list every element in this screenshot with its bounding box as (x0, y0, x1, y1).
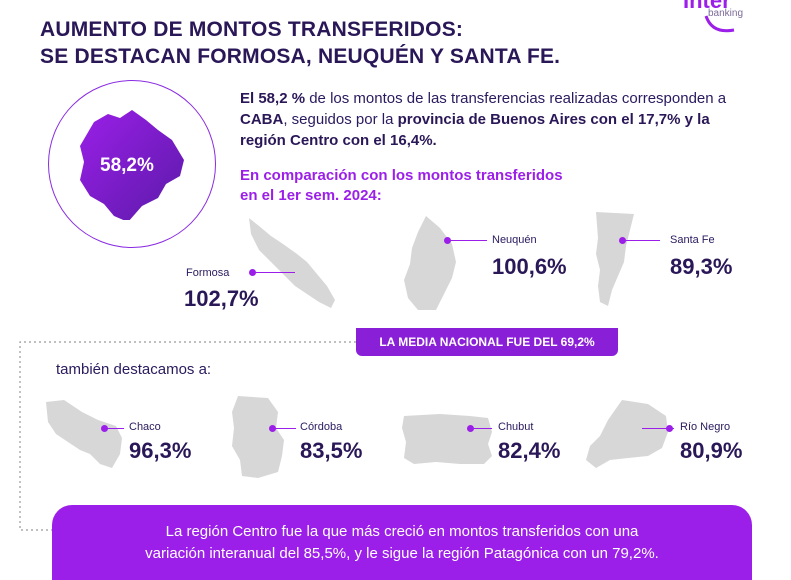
lead-text-1: de los montos de las transferencias real… (305, 90, 727, 107)
also-label: también destacamos a: (56, 361, 212, 378)
footer-banner: La región Centro fue la que más creció e… (52, 505, 752, 580)
footer-text: La región Centro fue la que más creció e… (72, 521, 732, 565)
neuquen-map-icon (404, 216, 456, 310)
national-average-text: LA MEDIA NACIONAL FUE DEL 69,2% (379, 335, 595, 349)
chubut-leader-line (470, 428, 492, 430)
title-line-2: SE DESTACAN FORMOSA, NEUQUÉN Y SANTA FE. (40, 45, 561, 68)
santa-fe-map-icon (596, 212, 634, 306)
neuquen-leader-line (447, 240, 487, 242)
comparison-line-1: En comparación con los montos transferid… (240, 167, 563, 184)
formosa-value: 102,7% (184, 286, 259, 311)
rio-negro-value: 80,9% (680, 438, 743, 463)
formosa-map-icon (249, 218, 335, 308)
logo: Inter banking (678, 0, 788, 36)
chubut-value: 82,4% (498, 438, 561, 463)
national-average-badge: LA MEDIA NACIONAL FUE DEL 69,2% (356, 328, 618, 356)
footer-line-2: variación interanual del 85,5%, y le sig… (145, 545, 659, 562)
lead-text-2: , seguidos por la (283, 111, 398, 128)
chubut-dot (467, 425, 474, 432)
chubut-map-icon (402, 414, 492, 464)
chaco-value: 96,3% (129, 438, 192, 463)
logo-sub: banking (708, 8, 744, 19)
formosa-dot (249, 269, 256, 276)
cordoba-map-icon (232, 396, 284, 478)
caba-value: 58,2% (100, 155, 154, 176)
lead-highlight-3: provincia de Buenos Aires con el 17,7% y… (240, 111, 710, 149)
logo-name: Inter (683, 0, 731, 13)
chaco-leader-line (104, 428, 124, 430)
rio-negro-dot (666, 425, 673, 432)
chaco-name: Chaco (129, 421, 161, 433)
santa-fe-value: 89,3% (670, 254, 733, 279)
title-line-1: AUMENTO DE MONTOS TRANSFERIDOS: (40, 18, 464, 41)
cordoba-value: 83,5% (300, 438, 363, 463)
caba-map-icon (80, 110, 184, 220)
formosa-name: Formosa (186, 267, 230, 279)
neuquen-value: 100,6% (492, 254, 567, 279)
comparison-line-2: en el 1er sem. 2024: (240, 187, 382, 204)
neuquen-name: Neuquén (492, 234, 537, 246)
footer-line-1: La región Centro fue la que más creció e… (165, 523, 639, 540)
chaco-dot (101, 425, 108, 432)
lead-highlight-2: CABA (240, 111, 284, 128)
page-title: AUMENTO DE MONTOS TRANSFERIDOS: SE DESTA… (40, 16, 560, 70)
neuquen-dot (444, 237, 451, 244)
cordoba-name: Córdoba (300, 421, 343, 433)
cordoba-dot (269, 425, 276, 432)
chaco-map-icon (46, 400, 122, 468)
lead-highlight-1: El 58,2 % (240, 90, 306, 107)
cordoba-leader-line (272, 428, 296, 430)
chubut-name: Chubut (498, 421, 534, 433)
santa-fe-dot (619, 237, 626, 244)
lead-paragraph: El 58,2 % de los montos de las transfere… (240, 88, 730, 151)
rio-negro-leader-line (642, 428, 674, 430)
comparison-heading: En comparación con los montos transferid… (240, 166, 563, 206)
logo-swoosh-icon (704, 15, 735, 33)
santa-fe-name: Santa Fe (670, 234, 715, 246)
dotted-connector (19, 341, 356, 531)
rio-negro-map-icon (586, 400, 668, 468)
caba-circle (48, 80, 216, 248)
formosa-leader-line (255, 272, 295, 274)
santa-fe-leader-line (622, 240, 660, 242)
rio-negro-name: Río Negro (680, 421, 731, 433)
